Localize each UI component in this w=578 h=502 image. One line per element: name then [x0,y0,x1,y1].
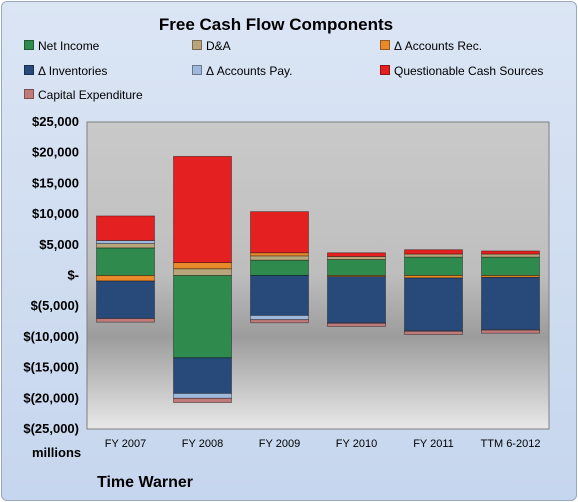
bar-segment [250,275,309,316]
bar-segment [481,329,540,334]
bar-segment [250,315,309,321]
bar-segment [327,259,386,276]
bar-segment [481,253,540,258]
legend-item: Questionable Cash Sources [380,64,543,78]
bar-segment [327,276,386,324]
bars-layer [96,155,540,403]
bar-segment [96,318,155,323]
bar-segment [173,262,232,270]
legend-item: D&A [192,39,231,53]
bar-segment [96,240,155,244]
y-tick-label: $(10,000) [23,329,79,344]
x-tick-label: FY 2011 [413,438,454,450]
bar-segment [250,319,309,324]
legend-swatch [24,65,34,75]
bar-segment [404,249,463,255]
bar-segment [404,277,463,332]
bar-segment [327,252,386,257]
bar-segment [327,256,386,260]
x-tick-label: FY 2007 [105,438,146,450]
bar-segment [173,155,232,264]
y-tick-label: $- [67,268,79,283]
bar-segment [250,252,309,257]
units-label: millions [32,445,82,460]
legend-label: Δ Accounts Pay. [206,64,293,78]
bar-segment [481,276,540,330]
bar-segment [96,243,155,249]
x-tick-label: FY 2010 [336,438,377,450]
legend-item: Δ Accounts Rec. [380,39,482,53]
y-tick-label: $(20,000) [23,390,79,405]
y-tick-label: $25,000 [32,114,79,129]
legend-label: Δ Inventories [38,64,108,78]
legend-swatch [24,40,34,50]
plot-area [86,121,550,430]
y-tick-label: $20,000 [32,145,79,160]
legend-item: Δ Accounts Pay. [192,64,293,78]
bar-segment [327,322,386,327]
x-tick-label: FY 2008 [182,438,223,450]
company-label: Time Warner [97,474,194,491]
x-tick-label: FY 2009 [259,438,300,450]
y-tick-label: $(25,000) [23,421,79,436]
y-tick-label: $(15,000) [23,360,79,375]
bar-segment [250,259,309,276]
bar-segment [173,397,232,403]
bar-segment [250,211,309,254]
legend-item: Net Income [24,39,99,53]
bar-segment [404,253,463,258]
bar-segment [404,256,463,276]
legend-label: Net Income [38,39,100,53]
legend-swatch [24,89,34,99]
bar-segment [173,275,232,359]
legend-label: D&A [206,39,231,53]
bar-segment [96,215,155,241]
legend-item: Δ Inventories [24,64,107,78]
bar-segment [404,330,463,335]
bar-segment [96,280,155,319]
y-tick-label: $15,000 [32,175,79,190]
bar-segment [96,247,155,276]
legend-swatch [380,40,390,50]
x-tick-label: TTM 6-2012 [481,438,541,450]
legend-label: Δ Accounts Rec. [394,39,483,53]
bar-segment [173,392,232,399]
y-tick-label: $5,000 [39,237,79,252]
bar-segment [481,250,540,255]
legend-label: Capital Expenditure [38,88,143,102]
legend-swatch [192,65,202,75]
x-axis: FY 2007 FY 2008 FY 2009 FY 2010 FY 2011 TTM 6… [105,438,541,450]
chart-title: Free Cash Flow Components [158,15,394,34]
bar-segment [173,268,232,276]
y-tick-label: $(5,000) [31,298,79,313]
bar-segment [96,275,155,282]
bar-segment [481,256,540,276]
legend-label: Questionable Cash Sources [394,64,544,78]
bar-segment [173,357,232,394]
y-tick-label: $10,000 [32,206,79,221]
legend-swatch [192,40,202,50]
legend-swatch [380,65,390,75]
legend-item: Capital Expenditure [24,88,143,102]
y-axis: $25,000 $20,000 $15,000 $10,000 $5,000 $- $(5,… [23,114,79,436]
bar-segment [250,255,309,261]
